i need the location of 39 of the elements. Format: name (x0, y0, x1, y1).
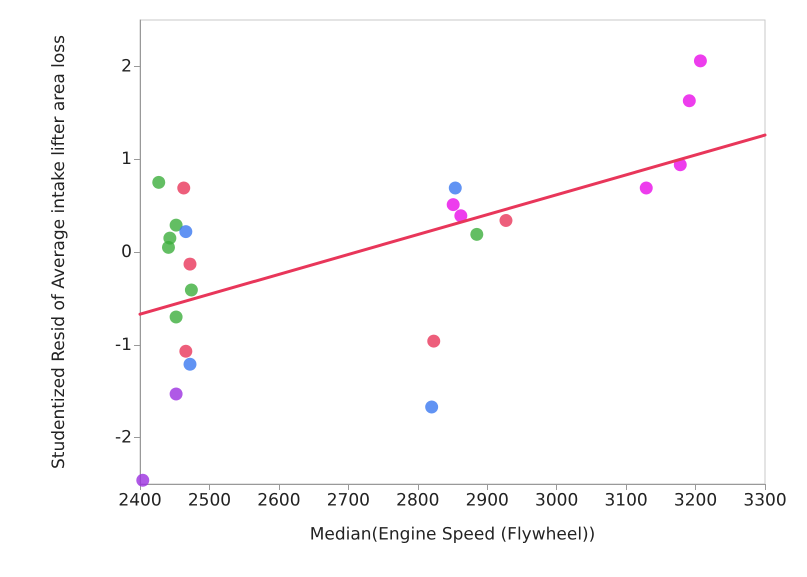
y-tick-label: 0 (121, 242, 132, 262)
x-tick-label: 3100 (604, 490, 648, 510)
x-tick-label: 2600 (257, 490, 301, 510)
point (184, 258, 196, 271)
y-tick-label: 1 (121, 149, 132, 170)
point (448, 181, 462, 194)
point (425, 400, 438, 414)
point (470, 228, 484, 241)
point (170, 310, 183, 324)
x-tick-label: 3000 (535, 490, 578, 510)
x-tick-label: 2700 (326, 490, 370, 510)
point (136, 474, 150, 487)
point (179, 225, 192, 238)
point (162, 240, 175, 254)
x-axis-title: Median(Engine Speed (Flywheel)) (310, 524, 596, 544)
point (170, 387, 183, 400)
point (177, 181, 190, 194)
point (454, 209, 468, 222)
x-tick-label: 2400 (118, 490, 162, 510)
x-tick-label: 3300 (743, 490, 787, 510)
y-tick-label: 2 (121, 56, 132, 76)
y-tick-label: -2 (115, 428, 132, 448)
point (640, 181, 653, 194)
point (427, 334, 440, 348)
y-tick-label: -1 (115, 334, 132, 355)
point (184, 358, 196, 371)
point (499, 214, 512, 227)
point (179, 344, 192, 358)
point (152, 176, 166, 189)
point (694, 54, 707, 68)
x-tick-label: 3200 (674, 490, 718, 510)
x-tick-label: 2900 (466, 490, 509, 510)
point (170, 218, 183, 232)
y-axis-title: Studentized Resid of Average intake lifter area loss (49, 34, 69, 469)
point (682, 94, 696, 108)
x-tick-label: 2800 (396, 490, 440, 510)
x-tick-label: 2500 (188, 490, 232, 510)
point (184, 284, 198, 297)
point (446, 198, 460, 212)
